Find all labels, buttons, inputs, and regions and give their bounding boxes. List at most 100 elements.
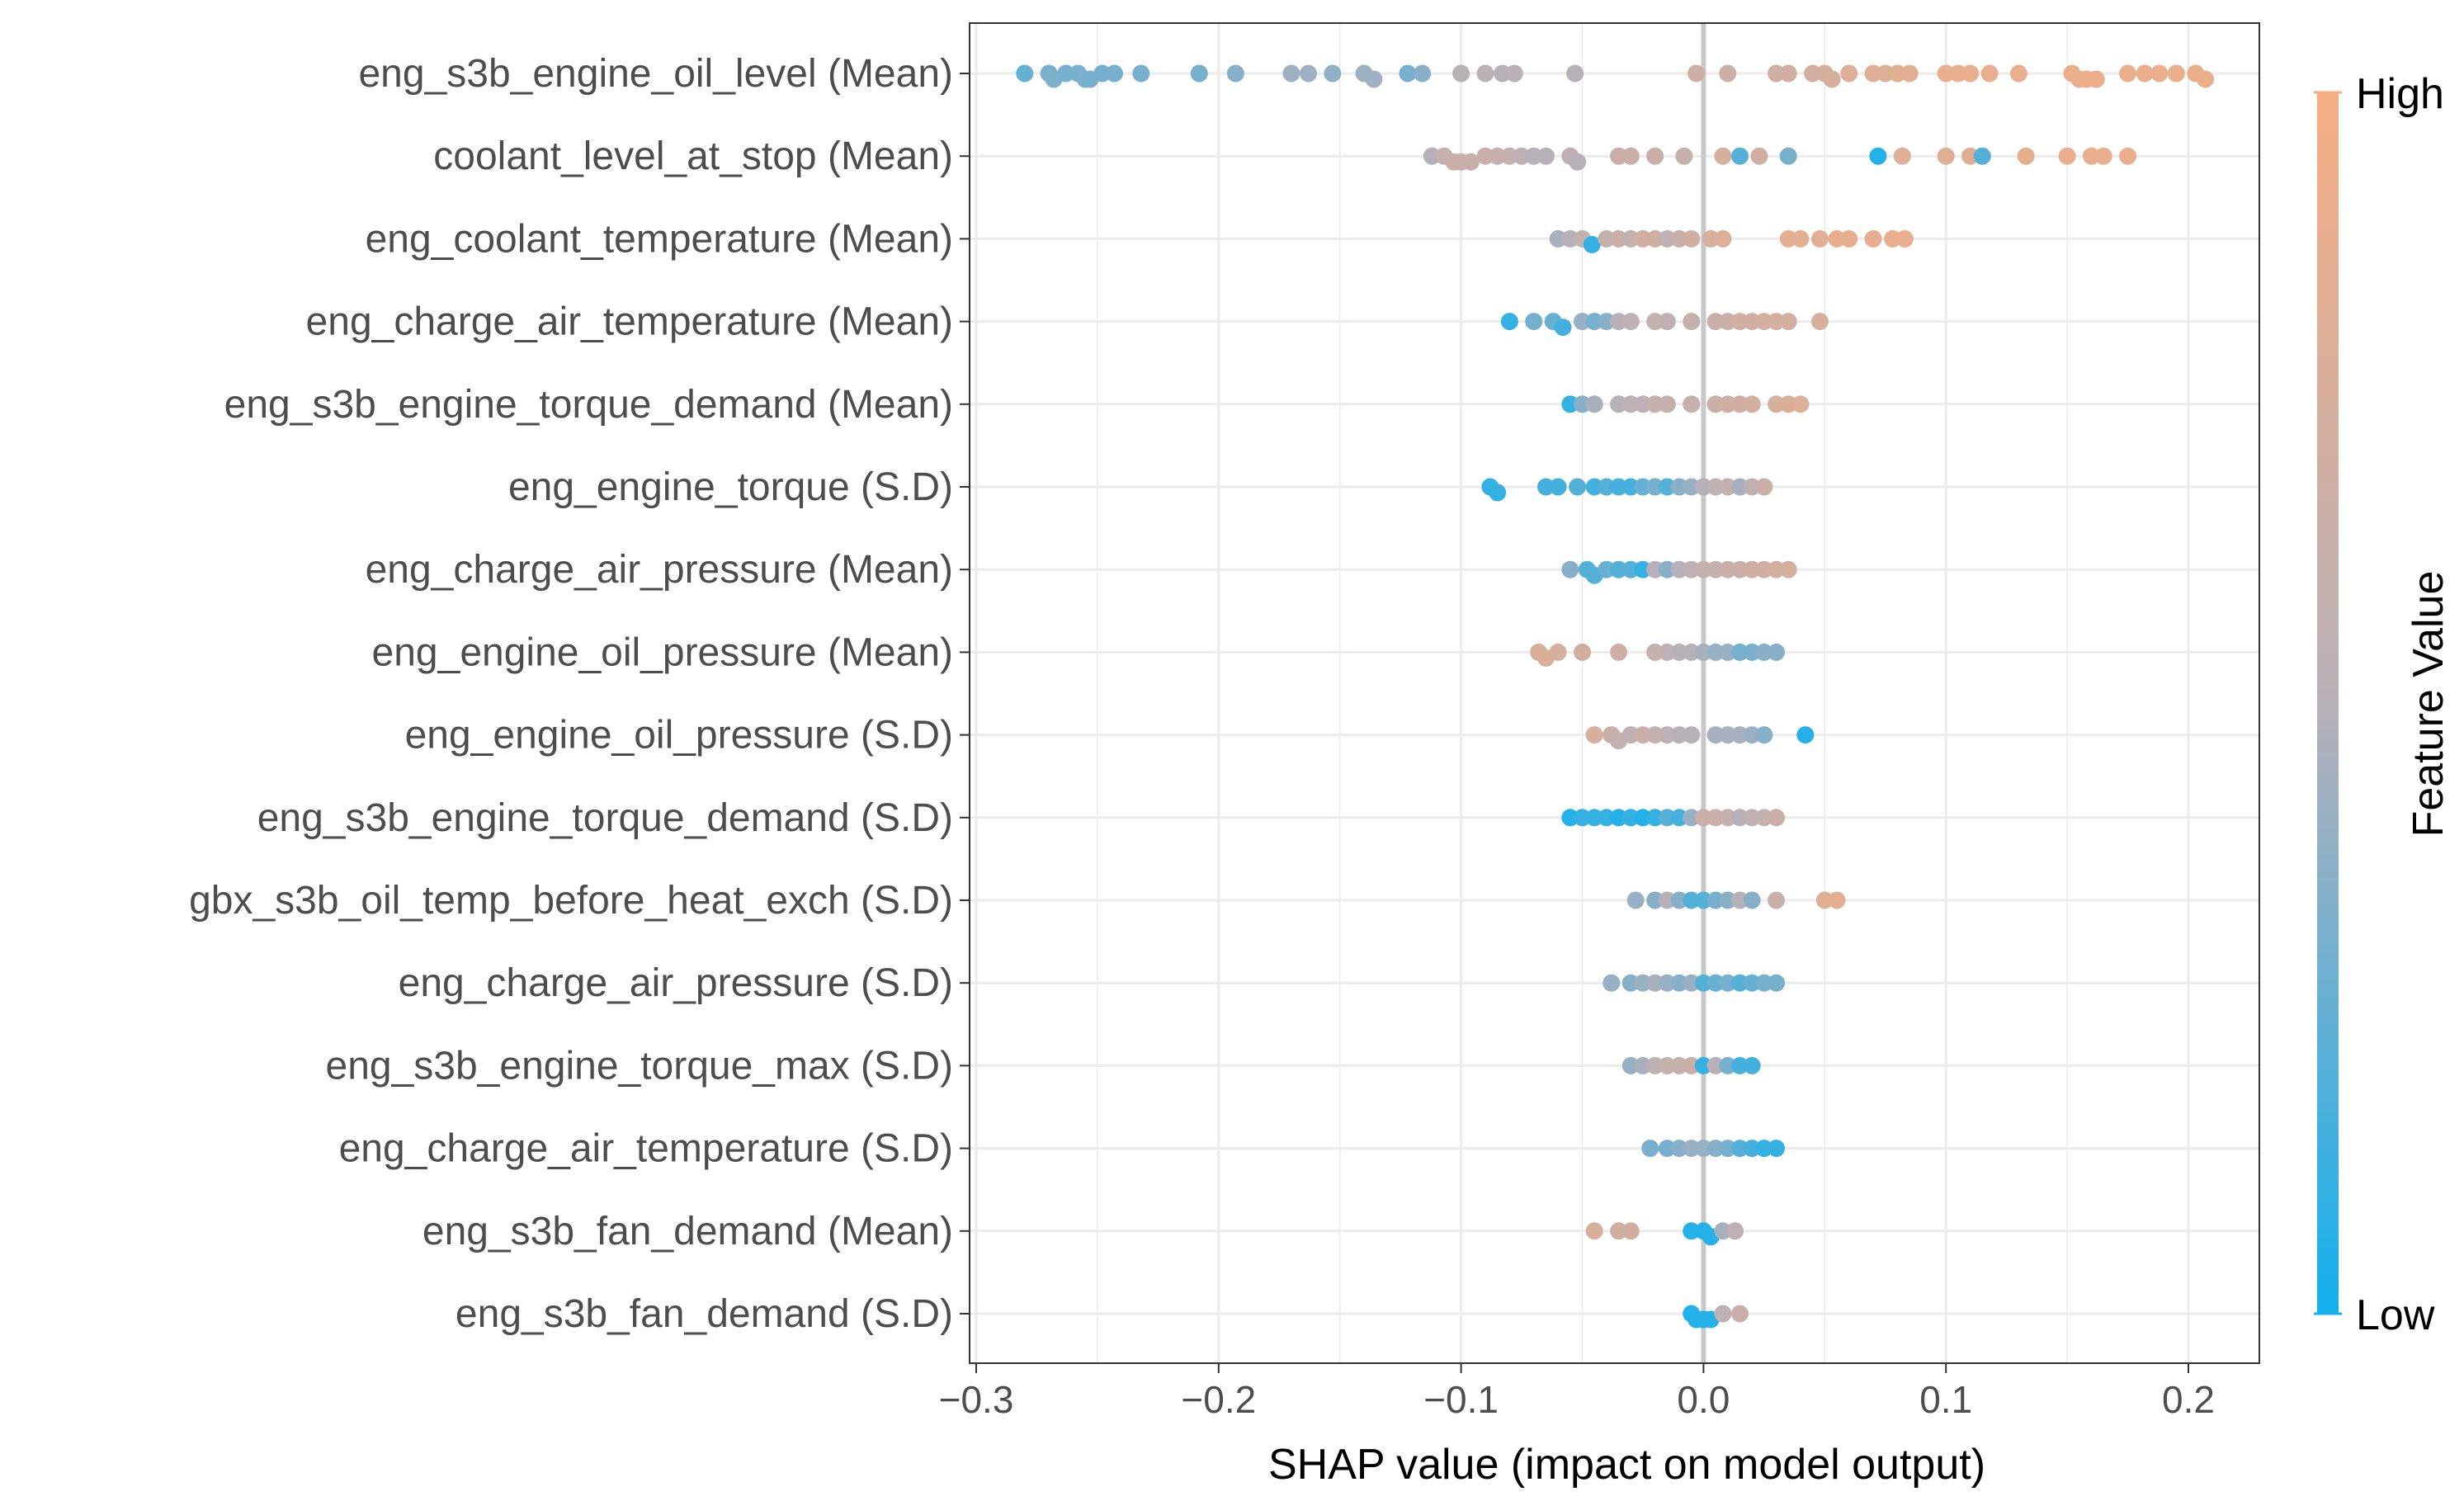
feature-label: eng_s3b_engine_torque_demand (Mean) [224,383,953,427]
shap-point [1574,313,1591,331]
shap-point [1658,891,1676,909]
shap-point [1646,560,1664,578]
shap-point [1494,64,1512,83]
shap-point [1791,395,1810,413]
shap-point [1105,64,1123,83]
shap-point [1743,974,1761,992]
shap-point [1694,809,1712,827]
feature-label: eng_s3b_engine_torque_max (S.D) [326,1044,954,1088]
shap-point [1414,64,1432,83]
feature-label: eng_charge_air_pressure (Mean) [366,548,953,592]
shap-point [1726,1222,1744,1240]
shap-point [1598,229,1616,248]
feature-label: coolant_level_at_stop (Mean) [433,135,953,178]
shap-point [1719,974,1737,992]
feature-label: eng_charge_air_temperature (Mean) [306,300,953,344]
shap-point [2150,64,2169,83]
shap-point [1566,64,1584,83]
shap-point [1561,809,1579,827]
shap-point [1658,395,1676,413]
x-tick-label: 0.0 [1677,1378,1730,1421]
shap-point [1610,147,1628,165]
shap-point [1750,147,1768,165]
shap-point [1900,64,1919,83]
shap-point [1646,891,1664,909]
shap-point [1658,560,1676,578]
shap-point [1634,726,1652,744]
shap-point [1621,395,1640,413]
shap-point [1840,229,1858,248]
x-tick-label: −0.3 [939,1378,1014,1421]
shap-point [1641,1140,1659,1158]
shap-point [1893,147,1911,165]
shap-point [1634,395,1652,413]
shap-point [1743,891,1761,909]
shap-point [1634,229,1652,248]
shap-point [1646,1056,1664,1074]
shap-point [1675,147,1693,165]
shap-point [2119,64,2137,83]
shap-point [1646,147,1664,165]
shap-point [1646,313,1664,331]
shap-point [1513,147,1531,165]
shap-point [1536,147,1555,165]
shap-point [1719,1056,1737,1074]
shap-point [1585,809,1603,827]
shap-point [1973,147,1991,165]
shap-point [2087,70,2105,88]
colorbar-low-label: Low [2356,1291,2435,1339]
shap-point [1621,147,1640,165]
shap-point [1730,726,1749,744]
shap-point [1634,974,1652,992]
shap-point [1683,313,1701,331]
plot-border [969,22,2260,1364]
shap-point [1755,726,1773,744]
shap-point [1796,726,1815,744]
shap-point [1743,726,1761,744]
shap-point [1670,726,1688,744]
shap-point [1768,395,1786,413]
shap-point [1840,64,1858,83]
shap-point [1621,560,1640,578]
shap-point [1658,1056,1676,1074]
shap-point [1574,643,1591,661]
shap-point [1574,395,1591,413]
shap-point [1646,229,1664,248]
shap-point [1779,64,1797,83]
shap-point [1476,64,1494,83]
shap-point [1093,64,1112,83]
shap-point [1876,64,1895,83]
shap-point [2167,64,2185,83]
shap-point [1743,478,1761,496]
feature-label: eng_s3b_fan_demand (S.D) [456,1292,953,1336]
shap-point [1365,70,1383,88]
x-tick-label: 0.1 [1919,1378,1972,1421]
shap-point [1743,560,1761,578]
shap-point [1670,891,1688,909]
shap-point [1670,1140,1688,1158]
shap-point [1016,64,1034,83]
shap-point [1549,643,1567,661]
shap-point [1683,1140,1701,1158]
x-tick-label: −0.2 [1181,1378,1256,1421]
shap-point [2094,147,2112,165]
y-axis-ticks [960,73,970,1315]
shap-point [1804,64,1822,83]
shap-point [1719,809,1737,827]
shap-point [1779,147,1797,165]
x-tick-label: −0.1 [1423,1378,1499,1421]
shap-point [1683,974,1701,992]
shap-point [1815,891,1834,909]
shap-point [1706,891,1725,909]
shap-point [1683,395,1701,413]
shap-point [1694,478,1712,496]
shap-point [1683,809,1701,827]
shap-point [1561,560,1579,578]
shap-point [1743,313,1761,331]
shap-point [1730,560,1749,578]
shap-point [1585,313,1603,331]
shap-point [1646,726,1664,744]
shap-point [1719,478,1737,496]
shap-point [1658,643,1676,661]
shap-point [1583,235,1601,253]
